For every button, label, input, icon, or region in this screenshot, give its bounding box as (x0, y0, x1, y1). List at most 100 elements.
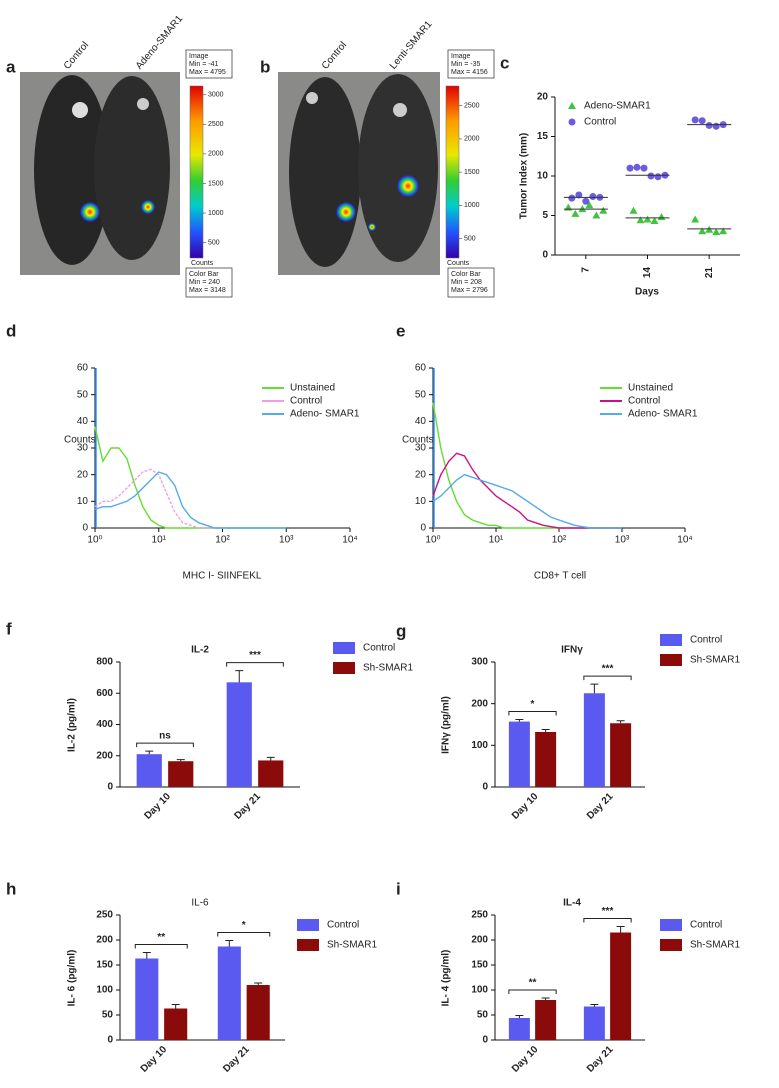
x-tick-label: 10⁰ (87, 535, 102, 546)
bar (508, 721, 530, 787)
y-tick-label: 200 (471, 935, 488, 946)
colorbar-tick-label: 2500 (208, 121, 224, 128)
y-tick-label: 0 (107, 782, 113, 793)
bar (583, 1006, 605, 1040)
histogram-line (432, 402, 622, 529)
y-tick-label: 40 (77, 416, 89, 427)
y-tick-label: 0 (420, 523, 426, 534)
info-text: Min = -41 (189, 61, 218, 68)
point (589, 193, 597, 201)
info-box (447, 267, 495, 298)
error-bar (176, 759, 185, 762)
point (643, 215, 652, 223)
y-tick-label: 10 (415, 496, 427, 507)
error-bar (515, 719, 524, 722)
point (640, 164, 648, 172)
legend-label: Unstained (628, 383, 673, 394)
bar (610, 932, 632, 1040)
x-tick-label: Day 21 (232, 791, 263, 822)
histogram-line (94, 426, 287, 529)
point (712, 228, 721, 236)
point (719, 227, 728, 235)
x-tick-label: Day 10 (139, 1044, 170, 1075)
bar (535, 1000, 557, 1040)
y-tick-label: 0 (482, 782, 488, 793)
legend-label: Adeno- SMAR1 (628, 409, 698, 420)
panel-label: i (396, 879, 401, 898)
bar (508, 1018, 530, 1040)
y-tick-label: 60 (415, 363, 427, 374)
chart-title: IL-2 (191, 645, 209, 656)
bar (164, 1008, 188, 1040)
legend-label: Sh-SMAR1 (327, 940, 377, 951)
point (698, 117, 706, 125)
x-tick-label: Day 10 (142, 791, 173, 822)
bar (168, 761, 194, 787)
legend-swatch (660, 634, 682, 646)
error-bar (254, 982, 263, 985)
error-bar (142, 952, 151, 959)
legend-swatch (660, 654, 682, 666)
legend-label: Control (327, 920, 359, 931)
x-tick-label: Day 21 (585, 1044, 616, 1075)
panel-label: h (6, 879, 16, 898)
legend-swatch (660, 939, 682, 951)
legend-label: Adeno- SMAR1 (290, 409, 360, 420)
colorbar-tick-label: 1000 (208, 210, 224, 217)
significance-label: ** (529, 978, 537, 989)
panel-label: e (396, 321, 405, 340)
colorbar-tick-label: 1500 (464, 169, 480, 176)
x-tick-label: Day 10 (510, 1044, 541, 1075)
bar (136, 754, 162, 787)
colorbar (189, 85, 204, 259)
bar (246, 985, 270, 1040)
x-tick-label: 10⁴ (677, 535, 692, 546)
panel-label: g (396, 621, 406, 640)
legend-label: Control (690, 635, 722, 646)
colorbar-tick-label: 500 (208, 239, 220, 246)
histogram-line (94, 468, 287, 529)
error-bar (541, 997, 550, 1000)
y-axis-label: IL- 6 (pg/ml) (67, 950, 78, 1007)
point (571, 209, 580, 217)
error-bar (590, 683, 599, 694)
histogram-line (432, 452, 622, 529)
info-box (447, 49, 495, 79)
y-tick-label: 5 (542, 210, 548, 221)
legend-marker (568, 118, 576, 126)
colorbar-tick-label: 2000 (464, 136, 480, 143)
x-axis-label: MHC I- SIINFEKL (183, 571, 262, 582)
point (575, 191, 583, 199)
legend-label: Control (290, 396, 322, 407)
info-text: Color Bar (189, 271, 219, 278)
x-tick-label: 10³ (279, 535, 294, 546)
info-text: Max = 4156 (451, 69, 488, 76)
legend-label: Adeno-SMAR1 (584, 101, 651, 112)
info-text: Min = 240 (189, 279, 220, 286)
bar (135, 958, 159, 1040)
y-tick-label: 250 (471, 910, 488, 921)
panel-label: c (500, 53, 509, 72)
point (647, 172, 655, 180)
legend-label: Control (690, 920, 722, 931)
y-tick-label: 0 (542, 250, 548, 261)
bar (610, 723, 632, 787)
bar (258, 760, 284, 787)
point (691, 215, 700, 223)
x-tick-label: Day 21 (221, 1044, 252, 1075)
point (712, 122, 720, 130)
error-bar (171, 1004, 180, 1009)
y-tick-label: 30 (77, 443, 89, 454)
error-bar (616, 926, 625, 933)
y-tick-label: 0 (82, 523, 88, 534)
x-axis-label: CD8+ T cell (534, 571, 586, 582)
info-box (185, 49, 233, 79)
mouse-image-b (278, 72, 440, 275)
significance-bracket (508, 711, 557, 716)
y-tick-label: 20 (415, 469, 427, 480)
colorbar-tick-label: 2000 (208, 151, 224, 158)
y-tick-label: 600 (96, 688, 113, 699)
error-bar (235, 670, 244, 683)
error-bar (266, 756, 275, 761)
significance-bracket (134, 944, 188, 949)
